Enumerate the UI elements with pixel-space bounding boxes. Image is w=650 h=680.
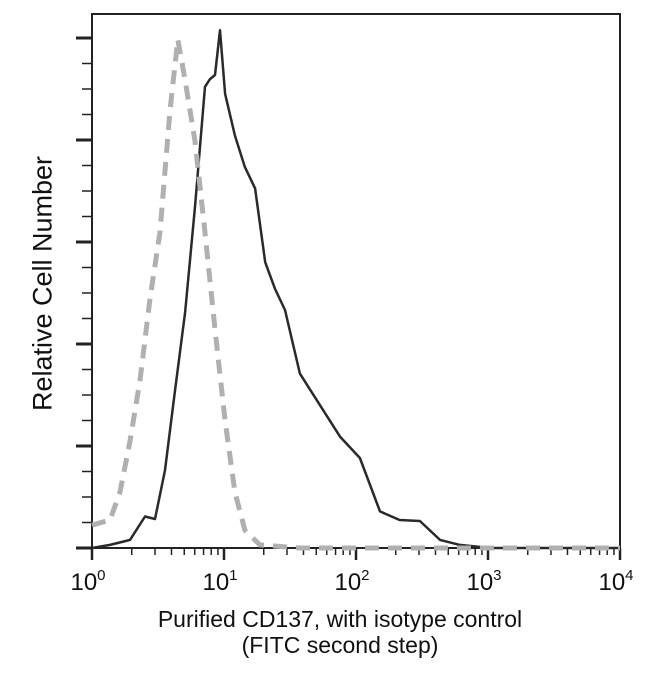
x-tick-label: 100 — [70, 567, 105, 596]
x-tick-label: 102 — [334, 567, 369, 596]
x-tick-label: 104 — [598, 567, 633, 596]
x-axis-label-line1: Purified CD137, with isotype control — [157, 606, 523, 632]
series-isotype-control-line — [91, 36, 620, 551]
x-tick-label: 103 — [466, 567, 501, 596]
x-tick-label: 101 — [202, 567, 237, 596]
x-axis-label-line2: (FITC second step) — [241, 632, 439, 658]
series-cd137-line — [91, 29, 620, 550]
y-axis-label: Relative Cell Number — [27, 155, 58, 412]
